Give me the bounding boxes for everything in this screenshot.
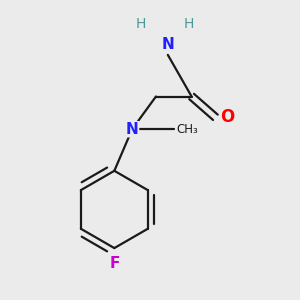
Text: N: N	[126, 122, 139, 137]
Text: N: N	[161, 37, 174, 52]
Text: CH₃: CH₃	[177, 123, 199, 136]
Text: H: H	[184, 17, 194, 31]
Text: H: H	[136, 17, 146, 31]
Text: O: O	[220, 108, 234, 126]
Text: F: F	[109, 256, 119, 271]
